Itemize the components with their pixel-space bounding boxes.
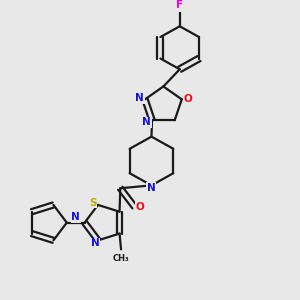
Text: N: N <box>142 118 151 128</box>
Text: N: N <box>135 93 144 103</box>
Text: N: N <box>147 183 156 193</box>
Text: CH₃: CH₃ <box>113 254 129 263</box>
Text: N: N <box>71 212 80 223</box>
Text: S: S <box>89 198 96 208</box>
Text: N: N <box>91 238 99 248</box>
Text: O: O <box>136 202 144 212</box>
Text: O: O <box>184 94 193 104</box>
Text: F: F <box>176 0 183 10</box>
